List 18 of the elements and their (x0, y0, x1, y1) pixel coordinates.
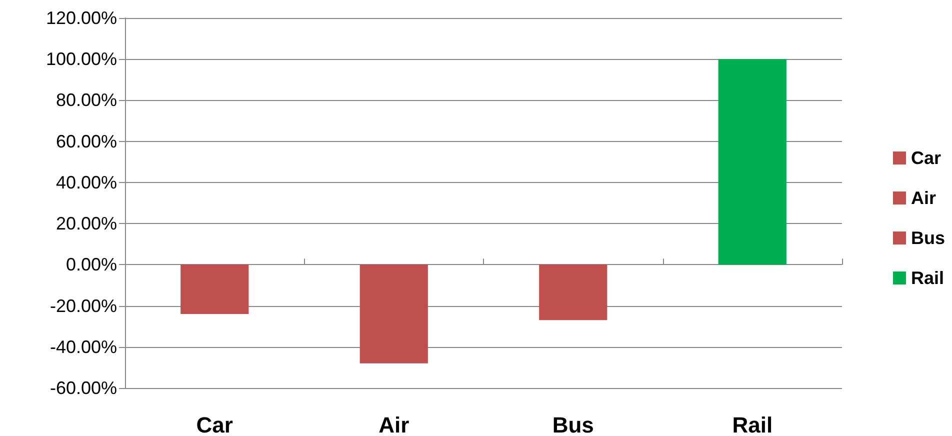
legend-label: Car (910, 148, 942, 168)
legend-label: Rail (910, 268, 944, 288)
y-tick-label: 60.00% (56, 131, 117, 152)
y-tick-label: 20.00% (56, 214, 117, 234)
y-tick-label: 0.00% (66, 254, 117, 275)
y-tick-label: 120.00% (46, 8, 117, 28)
x-tick-label: Car (196, 412, 234, 436)
legend-label: Air (910, 188, 936, 208)
x-tick-label: Rail (732, 412, 773, 436)
y-tick-label: -60.00% (50, 378, 117, 398)
y-tick-label: 80.00% (56, 90, 117, 110)
x-tick-label: Air (378, 412, 410, 436)
legend-label: Bus (910, 228, 946, 248)
y-tick-label: -40.00% (50, 336, 117, 357)
x-tick-label: Bus (552, 412, 594, 436)
y-tick-label: 100.00% (46, 49, 117, 70)
y-tick-label: 40.00% (56, 172, 117, 192)
y-tick-label: -20.00% (50, 296, 117, 316)
